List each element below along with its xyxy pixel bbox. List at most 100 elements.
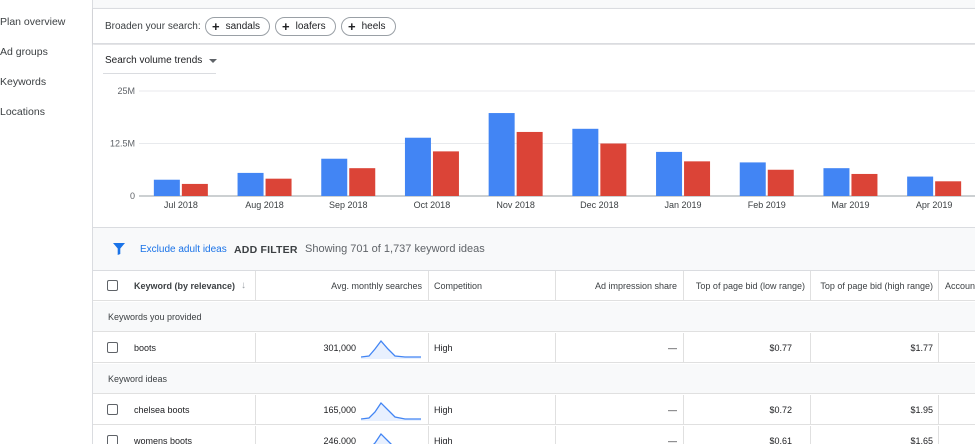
keyword-cell: womens boots bbox=[134, 435, 193, 444]
sparkline-cell bbox=[361, 426, 423, 444]
column-divider bbox=[810, 395, 811, 424]
bid-low-cell: $0.72 bbox=[769, 404, 792, 415]
chip-label: loafers bbox=[295, 21, 326, 32]
y-tick-label: 25M bbox=[117, 86, 135, 96]
trend-selector-dropdown[interactable]: Search volume trends bbox=[105, 55, 218, 66]
trend-sparkline bbox=[372, 432, 393, 444]
filter-bar: Exclude adult ideas ADD FILTER Showing 7… bbox=[93, 229, 975, 270]
table-row[interactable]: chelsea boots 165,000 High — $0.72 $1.95 bbox=[93, 395, 975, 425]
column-header-avg-searches[interactable]: Avg. monthly searches bbox=[256, 271, 422, 300]
column-divider bbox=[255, 395, 256, 424]
searches-cell: 165,000 bbox=[323, 404, 356, 415]
add-filter-button[interactable]: ADD FILTER bbox=[234, 244, 298, 256]
nav-item-ad-groups[interactable]: Ad groups bbox=[0, 46, 48, 58]
bar-red bbox=[181, 183, 208, 196]
broaden-search-label: Broaden your search: bbox=[105, 21, 201, 32]
column-header-label: Ad impression share bbox=[594, 280, 677, 291]
trend-sparkline bbox=[361, 339, 421, 359]
bid-low-cell: $0.77 bbox=[769, 342, 792, 353]
x-tick-label: Mar 2019 bbox=[831, 200, 869, 210]
y-tick-label: 12.5M bbox=[110, 139, 135, 149]
bar-red bbox=[600, 143, 627, 196]
filter-funnel-icon[interactable] bbox=[113, 243, 125, 255]
left-nav: Plan overview Ad groups Keywords Locatio… bbox=[0, 0, 92, 444]
bid-high-cell: $1.77 bbox=[910, 342, 933, 353]
x-tick-label: Feb 2019 bbox=[748, 200, 786, 210]
chip-heels[interactable]: + heels bbox=[341, 17, 396, 36]
column-divider bbox=[255, 426, 256, 444]
nav-item-locations[interactable]: Locations bbox=[0, 106, 45, 118]
main-panel: Broaden your search: + sandals + loafers… bbox=[92, 0, 975, 444]
chip-sandals[interactable]: + sandals bbox=[205, 17, 271, 36]
table-row[interactable]: womens boots 246,000 High — $0.61 $1.65 bbox=[93, 426, 975, 444]
column-divider bbox=[555, 333, 556, 362]
group-title: Keywords you provided bbox=[108, 311, 202, 322]
plus-icon: + bbox=[282, 19, 290, 34]
column-divider bbox=[683, 333, 684, 362]
x-tick-label: Sep 2018 bbox=[329, 200, 368, 210]
bar-red bbox=[265, 178, 292, 196]
chip-loafers[interactable]: + loafers bbox=[275, 17, 336, 36]
row-checkbox[interactable] bbox=[107, 404, 118, 415]
sort-arrow-down-icon[interactable]: ↓ bbox=[241, 280, 247, 291]
row-checkbox[interactable] bbox=[107, 435, 118, 444]
bid-high-cell: $1.95 bbox=[910, 404, 933, 415]
x-tick-label: Nov 2018 bbox=[496, 200, 535, 210]
nav-item-keywords[interactable]: Keywords bbox=[0, 76, 47, 88]
column-header-competition[interactable]: Competition bbox=[434, 271, 554, 300]
column-divider bbox=[683, 426, 684, 444]
row-checkbox-cell bbox=[107, 333, 123, 362]
column-header-label: Competition bbox=[434, 280, 483, 291]
column-divider bbox=[938, 395, 939, 424]
exclude-adult-ideas-link[interactable]: Exclude adult ideas bbox=[140, 244, 227, 255]
column-header-bid-low[interactable]: Top of page bid (low range) bbox=[684, 271, 805, 300]
bar-red bbox=[684, 161, 711, 196]
bar-red bbox=[432, 151, 459, 196]
table-row[interactable]: boots 301,000 High — $0.77 $1.77 bbox=[93, 333, 975, 363]
column-divider bbox=[938, 333, 939, 362]
column-header-label: Top of page bid (low range) bbox=[695, 280, 805, 291]
column-divider bbox=[555, 271, 556, 300]
x-tick-label: Oct 2018 bbox=[414, 200, 451, 210]
nav-item-plan-overview[interactable]: Plan overview bbox=[0, 16, 66, 28]
select-all-checkbox[interactable] bbox=[107, 280, 118, 291]
column-divider bbox=[810, 333, 811, 362]
bar-red bbox=[851, 173, 878, 196]
bar-blue bbox=[153, 179, 180, 196]
bar-blue bbox=[488, 113, 515, 196]
plus-icon: + bbox=[212, 19, 220, 34]
x-tick-label: Jul 2018 bbox=[164, 200, 198, 210]
trend-selector-label: Search volume trends bbox=[105, 55, 203, 66]
column-divider bbox=[428, 333, 429, 362]
table-header-row: Keyword (by relevance) ↓ Avg. monthly se… bbox=[93, 271, 975, 301]
column-header-label: Avg. monthly searches bbox=[331, 280, 422, 291]
column-header-keyword[interactable]: Keyword (by relevance) ↓ bbox=[134, 271, 254, 300]
group-header-provided: Keywords you provided bbox=[93, 302, 975, 332]
bar-red bbox=[935, 181, 962, 196]
group-header-ideas: Keyword ideas bbox=[93, 364, 975, 394]
keyword-table: Keyword (by relevance) ↓ Avg. monthly se… bbox=[93, 270, 975, 444]
row-checkbox[interactable] bbox=[107, 342, 118, 353]
chip-label: heels bbox=[361, 21, 386, 32]
bid-high-cell: $1.65 bbox=[910, 435, 933, 444]
x-tick-label: Apr 2019 bbox=[916, 200, 953, 210]
bar-blue bbox=[321, 158, 348, 196]
bar-blue bbox=[572, 128, 599, 196]
showing-count-text: Showing 701 of 1,737 keyword ideas bbox=[305, 243, 485, 255]
plus-icon: + bbox=[348, 19, 356, 34]
column-divider bbox=[555, 426, 556, 444]
column-divider bbox=[428, 271, 429, 300]
column-header-account[interactable]: Accoun bbox=[945, 271, 975, 300]
column-divider bbox=[255, 271, 256, 300]
column-divider bbox=[683, 271, 684, 300]
column-divider bbox=[938, 271, 939, 300]
column-header-bid-high[interactable]: Top of page bid (high range) bbox=[811, 271, 933, 300]
column-divider bbox=[428, 395, 429, 424]
sparkline-cell bbox=[361, 395, 423, 424]
column-divider bbox=[683, 395, 684, 424]
column-header-label: Top of page bid (high range) bbox=[820, 280, 933, 291]
x-tick-label: Jan 2019 bbox=[665, 200, 702, 210]
column-header-impression-share[interactable]: Ad impression share bbox=[556, 271, 677, 300]
competition-cell: High bbox=[434, 342, 453, 353]
chip-label: sandals bbox=[225, 21, 261, 32]
